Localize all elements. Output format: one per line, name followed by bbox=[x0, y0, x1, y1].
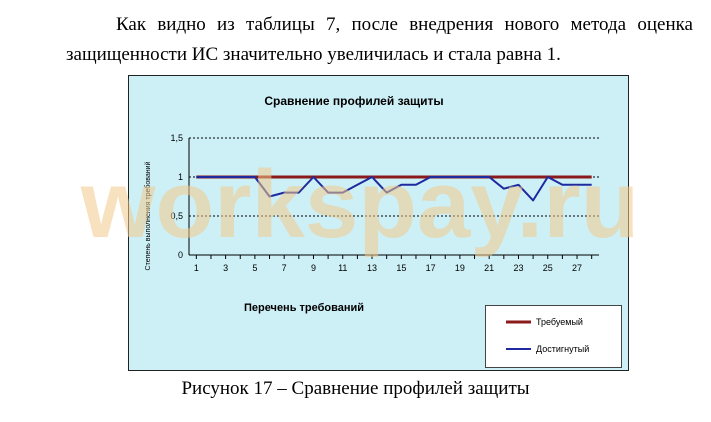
body-paragraph: Как видно из таблицы 7, после внедрения … bbox=[66, 14, 693, 65]
y-tick-label: 0,5 bbox=[170, 211, 183, 221]
y-tick-label: 1 bbox=[178, 172, 183, 182]
figure-caption: Рисунок 17 – Сравнение профилей защиты bbox=[181, 378, 530, 399]
x-tick-label: 5 bbox=[252, 263, 257, 273]
chart-title: Сравнение профилей защиты bbox=[264, 94, 443, 108]
x-tick-label: 21 bbox=[484, 263, 494, 273]
y-tick-label: 0 bbox=[178, 250, 183, 260]
x-tick-label: 1 bbox=[194, 263, 199, 273]
x-tick-label: 3 bbox=[223, 263, 228, 273]
x-tick-label: 7 bbox=[282, 263, 287, 273]
legend-label-achieved: Достигнутый bbox=[536, 344, 589, 354]
chart-svg: Сравнение профилей защиты Степень выполн… bbox=[144, 94, 599, 314]
x-tick-label: 27 bbox=[572, 263, 582, 273]
chart: Сравнение профилей защиты Степень выполн… bbox=[128, 75, 629, 371]
x-tick-label: 9 bbox=[311, 263, 316, 273]
legend-label-required: Требуемый bbox=[536, 317, 583, 327]
x-tick-label: 17 bbox=[426, 263, 436, 273]
y-axis-label: Степень выполнения требований bbox=[144, 161, 152, 270]
series-line-achieved bbox=[196, 176, 592, 202]
x-tick-label: 19 bbox=[455, 263, 465, 273]
y-tick-label: 1,5 bbox=[170, 133, 183, 143]
x-tick-label: 25 bbox=[543, 263, 553, 273]
x-axis-label: Перечень требований bbox=[244, 302, 364, 314]
x-tick-label: 15 bbox=[396, 263, 406, 273]
x-tick-label: 11 bbox=[338, 263, 347, 273]
x-tick-label: 13 bbox=[367, 263, 377, 273]
x-tick-label: 23 bbox=[513, 263, 523, 273]
chart-legend: Требуемый Достигнутый bbox=[485, 305, 622, 368]
